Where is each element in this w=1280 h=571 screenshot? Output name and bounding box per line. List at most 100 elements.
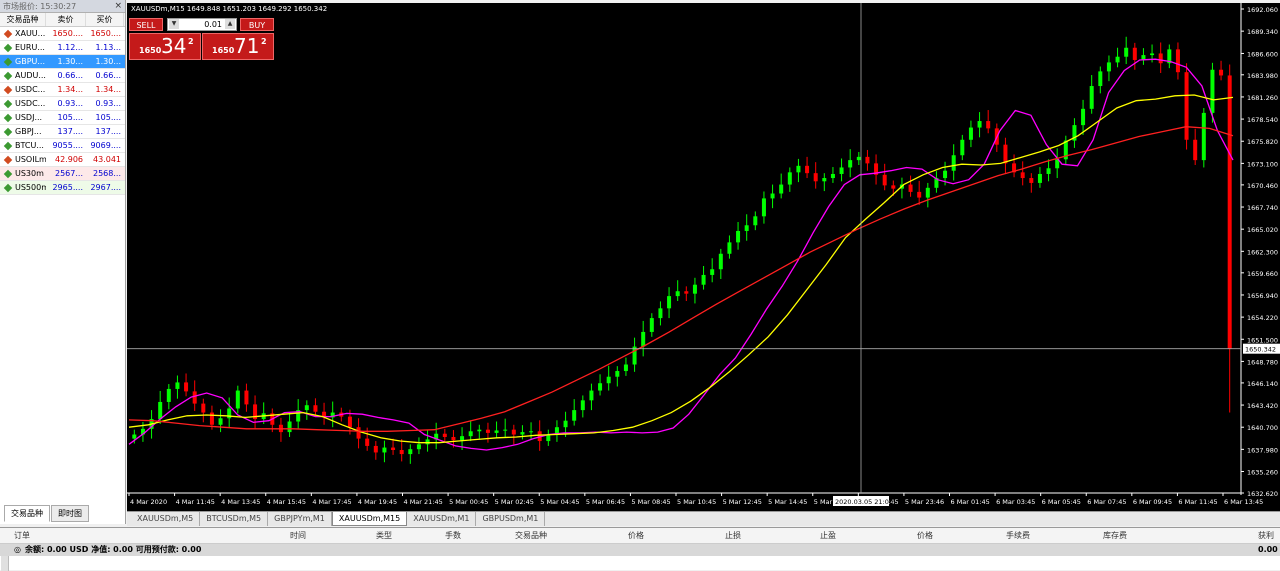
- chart-tab[interactable]: GBPJPYm,M1: [268, 512, 332, 526]
- column-stop-loss[interactable]: 止损: [725, 531, 741, 540]
- tab-symbols[interactable]: 交易品种: [4, 505, 50, 522]
- tab-tick-chart[interactable]: 即时图: [51, 505, 89, 522]
- market-watch-row[interactable]: USDJ... 105.... 105....: [0, 111, 125, 125]
- balance-text: 余额: 0.00 USD 净值: 0.00 可用预付款: 0.00: [25, 545, 202, 554]
- ask-cell: 1.30...: [95, 57, 121, 66]
- candle-body: [1132, 47, 1137, 60]
- time-tick-label: 4 Mar 2020: [130, 498, 167, 506]
- column-current-price[interactable]: 价格: [917, 531, 933, 540]
- column-time[interactable]: 时间: [290, 531, 306, 540]
- market-watch-row[interactable]: GBPJ... 137.... 137....: [0, 125, 125, 139]
- chart-tab-active[interactable]: XAUUSDm,M15: [331, 512, 408, 526]
- chart-tab[interactable]: GBPUSDm,M1: [476, 512, 546, 526]
- market-watch-rows: XAUU... 1650.... 1650.... EURU... 1.12... 1.1…: [0, 27, 125, 195]
- market-watch-row[interactable]: AUDU... 0.66... 0.66...: [0, 69, 125, 83]
- price-chart[interactable]: 1692.060 1689.340 1686.600 1683.980 1681.260…: [127, 3, 1280, 511]
- market-watch-row[interactable]: USOILm 42.906 43.041: [0, 153, 125, 167]
- column-bid[interactable]: 卖价: [46, 13, 86, 26]
- candle-body: [1003, 144, 1008, 164]
- price-tick-label: 1665.020: [1247, 226, 1278, 234]
- bid-cell: 1650....: [52, 29, 83, 38]
- time-tick-label: 6 Mar 09:45: [1133, 498, 1172, 506]
- candle-body: [442, 433, 447, 437]
- market-watch-title: 市场报价: 15:30:27: [3, 2, 77, 11]
- column-type[interactable]: 类型: [376, 531, 392, 540]
- candle-body: [606, 376, 611, 384]
- market-watch-row[interactable]: USDC... 0.93... 0.93...: [0, 97, 125, 111]
- time-tick-label: 5 Mar 08:45: [631, 498, 670, 506]
- column-symbol[interactable]: 交易品种: [515, 531, 547, 540]
- column-order[interactable]: 订单: [14, 531, 30, 540]
- chart-info-line: XAUUSDm,M15 1649.848 1651.203 1649.292 1…: [131, 5, 328, 13]
- price-tick-label: 1670.460: [1247, 182, 1278, 190]
- market-watch-row[interactable]: XAUU... 1650.... 1650....: [0, 27, 125, 41]
- candle-body: [822, 178, 827, 182]
- symbol-icon: [3, 183, 13, 192]
- candle-body: [554, 427, 559, 435]
- chart-tab[interactable]: XAUUSDm,M5: [131, 512, 201, 526]
- column-swap[interactable]: 库存费: [1103, 531, 1127, 540]
- symbol-cell: AUDU...: [0, 69, 46, 82]
- candle-body: [692, 284, 697, 294]
- candle-body: [968, 127, 973, 140]
- column-ask[interactable]: 买价: [86, 13, 124, 26]
- buy-button[interactable]: BUY: [240, 18, 274, 31]
- candle-body: [511, 429, 516, 435]
- candle-body: [382, 447, 387, 453]
- symbol-cell: USDC...: [0, 97, 46, 110]
- candle-body: [658, 308, 663, 319]
- symbol-cell: XAUU...: [0, 27, 46, 40]
- column-commission[interactable]: 手续费: [1006, 531, 1030, 540]
- price-tick-label: 1656.940: [1247, 292, 1278, 300]
- time-tick-label: 6 Mar 11:45: [1178, 498, 1217, 506]
- time-tick-label: 6 Mar 13:45: [1224, 498, 1263, 506]
- market-watch-row[interactable]: GBPU... 1.30... 1.30...: [0, 55, 125, 69]
- candle-body: [391, 447, 396, 451]
- time-tick-label: 4 Mar 21:45: [404, 498, 443, 506]
- candle-body: [1193, 139, 1198, 161]
- market-watch-row[interactable]: US30m 2567... 2568...: [0, 167, 125, 181]
- time-tick-label: 5 Mar 12:45: [723, 498, 762, 506]
- candle-body: [296, 410, 301, 422]
- column-take-profit[interactable]: 止盈: [820, 531, 836, 540]
- moving-average-line: [128, 58, 1234, 451]
- market-watch-row[interactable]: US500m 2965.... 2967....: [0, 181, 125, 195]
- lot-decrease-icon[interactable]: ▼: [169, 19, 179, 29]
- symbol-name: US500m: [15, 182, 46, 192]
- price-tick-label: 1678.540: [1247, 116, 1278, 124]
- column-volume[interactable]: 手数: [445, 531, 461, 540]
- column-symbol[interactable]: 交易品种: [0, 13, 46, 26]
- candle-body: [408, 449, 413, 455]
- market-watch-row[interactable]: USDC... 1.34... 1.34...: [0, 83, 125, 97]
- chart-tab[interactable]: BTCUSDm,M5: [200, 512, 269, 526]
- candle-body: [736, 230, 741, 243]
- candle-body: [451, 436, 456, 441]
- candle-body: [1089, 86, 1094, 109]
- chart-tab[interactable]: XAUUSDm,M1: [407, 512, 477, 526]
- chart-canvas[interactable]: 1692.060 1689.340 1686.600 1683.980 1681.260…: [127, 3, 1280, 511]
- candle-body: [158, 401, 163, 420]
- buy-price-box[interactable]: 1650 71 2: [202, 33, 274, 60]
- price-tick-label: 1689.340: [1247, 28, 1278, 36]
- candle-body: [977, 121, 982, 128]
- close-icon[interactable]: ×: [114, 1, 122, 11]
- sell-price-box[interactable]: 1650 34 2: [129, 33, 201, 60]
- symbol-icon: [3, 43, 13, 52]
- lot-size-input[interactable]: 0.01: [167, 18, 237, 31]
- column-price[interactable]: 价格: [628, 531, 644, 540]
- market-watch-tabs: 交易品种 即时图: [4, 505, 90, 522]
- candle-body: [416, 444, 421, 450]
- balance-row[interactable]: ◎ 余额: 0.00 USD 净值: 0.00 可用预付款: 0.00 0.00: [0, 544, 1280, 556]
- candle-body: [1063, 140, 1068, 160]
- lot-increase-icon[interactable]: ▲: [225, 19, 235, 29]
- market-watch-row[interactable]: BTCU... 9055.... 9069....: [0, 139, 125, 153]
- candle-body: [494, 430, 499, 433]
- column-profit[interactable]: 获利: [1258, 531, 1274, 540]
- candle-body: [951, 155, 956, 171]
- price-tick-label: 1683.980: [1247, 72, 1278, 80]
- candle-body: [218, 418, 223, 425]
- candle-body: [615, 371, 620, 377]
- sell-button[interactable]: SELL: [129, 18, 163, 31]
- market-watch-row[interactable]: EURU... 1.12... 1.13...: [0, 41, 125, 55]
- candle-body: [813, 173, 818, 182]
